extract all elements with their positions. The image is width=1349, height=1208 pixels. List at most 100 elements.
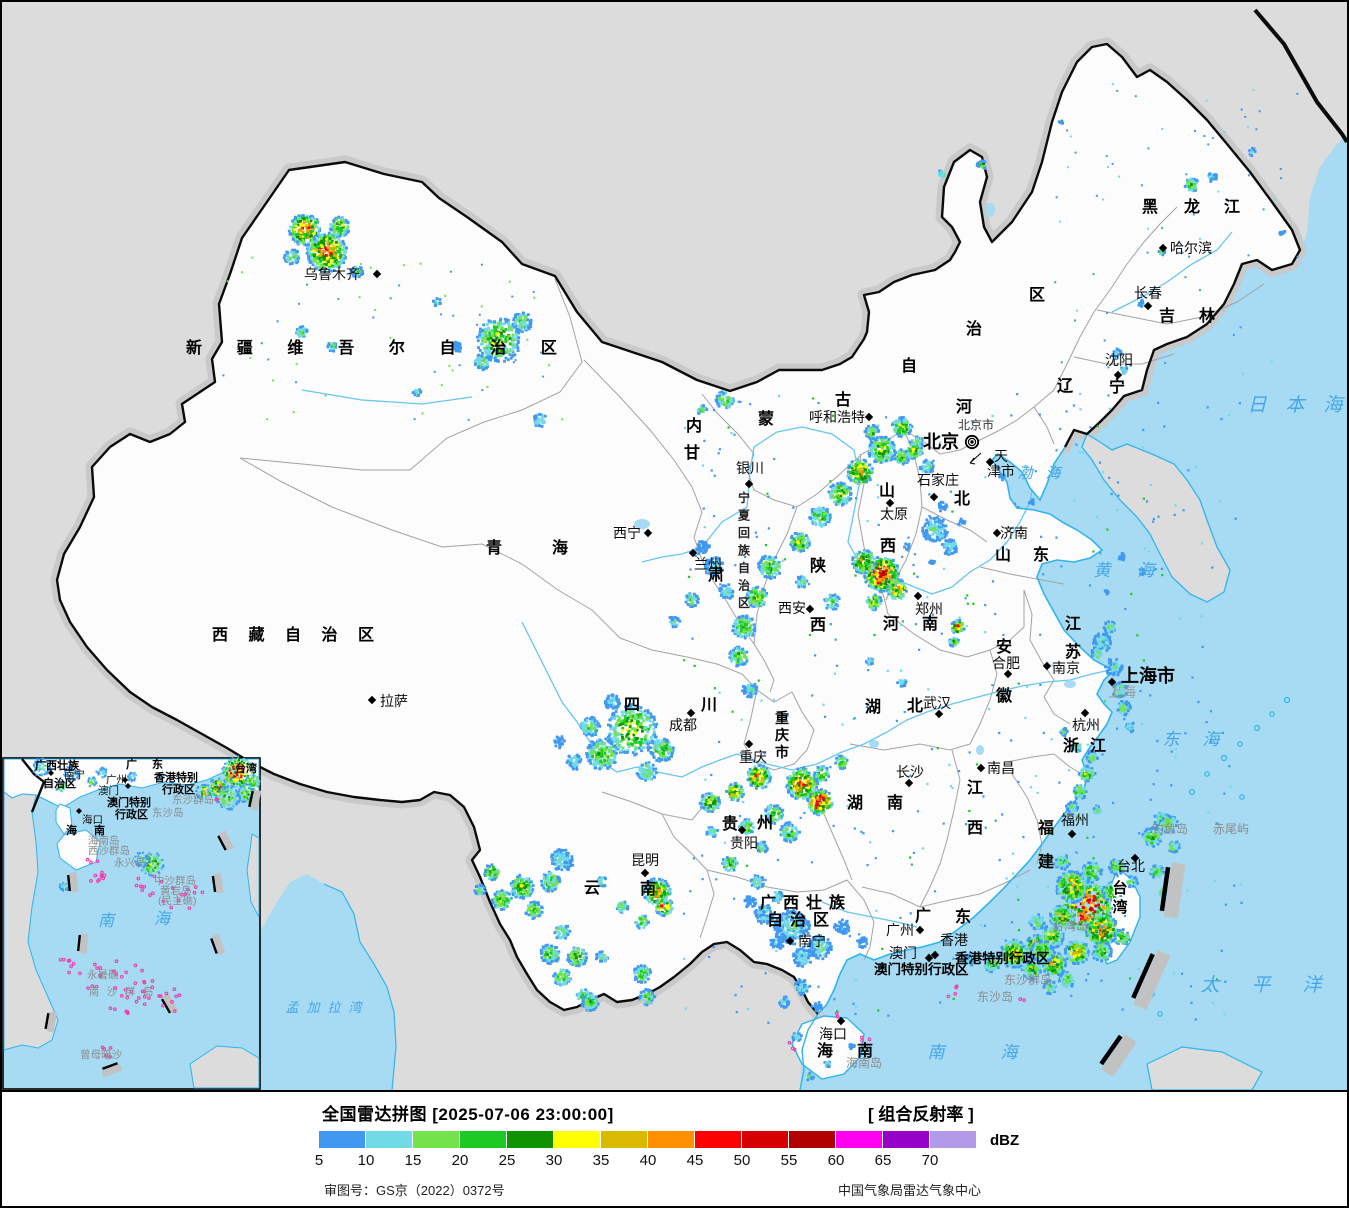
- map-approval-number: 审图号：GS京（2022）0372号: [324, 1183, 505, 1198]
- province-label: 南: [857, 1041, 873, 1060]
- colorbar-tick: 55: [780, 1152, 798, 1169]
- sea-label-太平洋: 洋: [1302, 974, 1323, 996]
- colorbar-cell-65: [883, 1131, 929, 1148]
- colorbar-cell-10: [366, 1131, 412, 1148]
- colorbar-cell-55: [789, 1131, 835, 1148]
- inset-label: 南: [98, 912, 117, 930]
- province-label: 治: [790, 910, 806, 929]
- city-marker: [76, 808, 82, 814]
- province-label: 市: [1001, 463, 1015, 479]
- south-china-sea-inset: 广西壮族自治区广东台湾香港特别行政区澳门特别行政区东沙群岛东沙岛海 南海南岛西沙群…: [2, 755, 262, 1090]
- province-label: 西: [783, 894, 799, 912]
- province-label: 湾: [1112, 898, 1127, 916]
- inset-label: 广西壮族: [35, 758, 80, 772]
- city-label-长沙: 长沙: [896, 764, 924, 780]
- sea-label-黄海: 黄: [1094, 561, 1113, 580]
- radar-echo-layer: [222, 83, 1299, 1082]
- dash-line-segment: [66, 872, 79, 893]
- sea-label-东海: 东: [1163, 730, 1182, 749]
- city-label-昆明: 昆明: [631, 852, 659, 868]
- island-label-钓鱼岛: 钓鱼岛: [1152, 821, 1188, 836]
- city-label-哈尔滨: 哈尔滨: [1170, 240, 1212, 256]
- inset-city-海口: 海口: [82, 813, 103, 826]
- province-label: 苏: [1065, 642, 1081, 661]
- sea-label-孟加拉湾: 湾: [348, 1000, 363, 1015]
- inset-city-广州: 广州: [106, 774, 127, 786]
- inset-radar-layer: [32, 755, 261, 892]
- province-label: 古: [835, 390, 851, 409]
- city-label-武汉: 武汉: [923, 695, 951, 711]
- province-label: 夏: [738, 509, 751, 523]
- city-marker: [1113, 370, 1123, 380]
- city-marker: [688, 548, 698, 558]
- china-coastline: [817, 446, 1116, 1015]
- sea-label-太平洋: 太: [1200, 975, 1221, 996]
- province-label: 南: [887, 793, 903, 812]
- province-label: 贵: [722, 814, 738, 833]
- hainan-island: [791, 1015, 865, 1080]
- legend-title: 全国雷达拼图 [2025-07-06 23:00:00]: [322, 1105, 614, 1124]
- province-label: 肃: [708, 566, 724, 584]
- dash-line-segment: [217, 830, 235, 852]
- dash-line-segment: [44, 1011, 57, 1033]
- province-label: 龙: [1183, 197, 1200, 216]
- province-label: 湖: [865, 698, 881, 716]
- city-marker: [1107, 677, 1117, 687]
- colorbar-cell-20: [460, 1131, 506, 1148]
- province-label: 青: [486, 538, 502, 557]
- province-label: 回: [738, 526, 750, 540]
- province-label: 浙: [1063, 736, 1079, 755]
- province-label: 西: [967, 819, 983, 837]
- inset-label: 自治区: [43, 776, 76, 790]
- province-label: 蒙: [758, 409, 774, 428]
- city-label-上海: 上海: [1108, 684, 1136, 700]
- inset-reef-layer: [58, 797, 220, 1059]
- province-label: 西: [880, 537, 896, 555]
- inset-label: 东沙群岛: [172, 793, 214, 806]
- dash-line-segment: [1131, 949, 1171, 1011]
- city-marker: [1067, 829, 1077, 839]
- province-label: 湖: [847, 794, 863, 812]
- colorbar-cell-45: [695, 1131, 741, 1148]
- colorbar-tick: 35: [592, 1152, 610, 1169]
- colorbar-tick: 5: [314, 1152, 324, 1169]
- dash-line-segment: [160, 993, 179, 1014]
- province-label: 天: [994, 448, 1008, 464]
- province-label: 区: [738, 596, 750, 610]
- sea-label-孟加拉湾: 孟: [285, 1000, 299, 1015]
- city-marker: [836, 1016, 846, 1026]
- bengal-coast: [323, 883, 397, 1090]
- province-label: 市: [775, 744, 789, 760]
- province-label: 建: [1038, 853, 1054, 871]
- city-marker: [992, 528, 1002, 538]
- inset-label: 台湾: [235, 761, 257, 775]
- colorbar-tick: 10: [357, 1152, 375, 1169]
- inset-label: (民主礁): [158, 894, 197, 907]
- province-label: 新: [186, 338, 202, 357]
- province-label: 治: [738, 578, 750, 593]
- sea-label-太平洋: 平: [1251, 975, 1272, 996]
- city-marker: [934, 709, 944, 719]
- province-label: 自: [767, 910, 783, 929]
- city-marker: [686, 708, 696, 718]
- city-label-南昌: 南昌: [987, 760, 1015, 776]
- city-label-银川: 银川: [736, 460, 764, 476]
- province-label: 徽: [995, 686, 1013, 705]
- sea-label-渤海: 渤: [1017, 465, 1034, 482]
- province-label: 重: [775, 710, 789, 726]
- colorbar-tick: 15: [404, 1152, 422, 1169]
- province-label: 族: [829, 893, 846, 912]
- province-label: 江: [1090, 737, 1106, 755]
- city-label-西安: 西安: [778, 600, 806, 616]
- dash-line-segment: [210, 933, 226, 955]
- inset-label: 黄岩岛: [160, 884, 192, 897]
- inset-label: 澳门特别: [107, 795, 151, 809]
- island-label-赤尾屿: 赤尾屿: [1213, 822, 1249, 836]
- province-label: 安: [996, 637, 1012, 656]
- inset-label: 海南岛: [88, 834, 120, 847]
- inset-luzon: [246, 833, 260, 918]
- inset-label: 广: [126, 757, 137, 771]
- city-label-郑州: 郑州: [915, 601, 943, 617]
- vietnam-coast: [799, 1013, 819, 1090]
